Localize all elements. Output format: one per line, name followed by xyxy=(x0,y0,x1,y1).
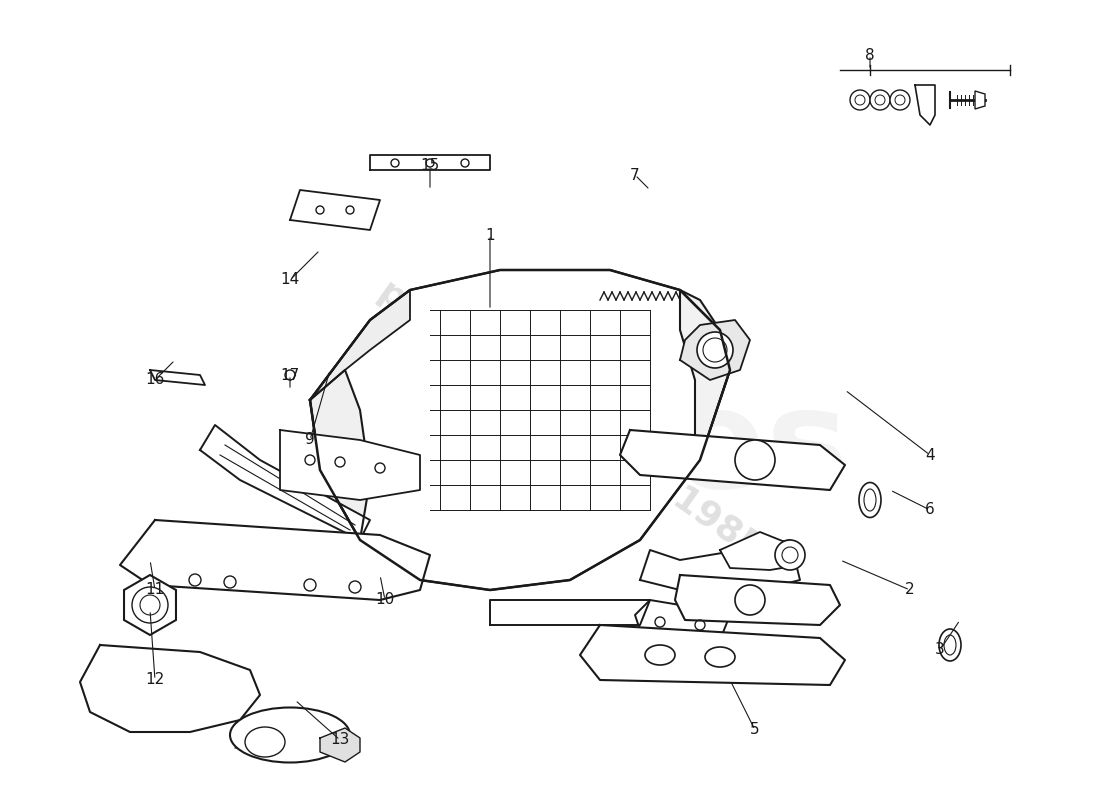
Text: 15: 15 xyxy=(420,158,440,173)
Circle shape xyxy=(285,370,295,380)
Text: 8: 8 xyxy=(866,47,874,62)
Polygon shape xyxy=(370,155,490,170)
Polygon shape xyxy=(680,290,730,470)
Polygon shape xyxy=(490,600,650,625)
Polygon shape xyxy=(120,520,430,600)
Polygon shape xyxy=(320,728,360,762)
Text: 1: 1 xyxy=(485,227,495,242)
Circle shape xyxy=(697,332,733,368)
Text: 17: 17 xyxy=(280,367,299,382)
Ellipse shape xyxy=(230,707,350,762)
Text: 10: 10 xyxy=(375,593,395,607)
Text: es: es xyxy=(672,382,848,518)
Polygon shape xyxy=(150,370,205,385)
Text: 14: 14 xyxy=(280,273,299,287)
Text: 5: 5 xyxy=(750,722,760,738)
Polygon shape xyxy=(975,91,984,109)
Circle shape xyxy=(890,90,910,110)
Polygon shape xyxy=(290,190,380,230)
Ellipse shape xyxy=(859,482,881,518)
Polygon shape xyxy=(310,290,410,400)
Polygon shape xyxy=(580,625,845,685)
Circle shape xyxy=(850,90,870,110)
Polygon shape xyxy=(200,425,370,540)
Circle shape xyxy=(870,90,890,110)
Polygon shape xyxy=(280,430,420,500)
Polygon shape xyxy=(635,600,730,645)
Text: 13: 13 xyxy=(330,733,350,747)
Text: 2: 2 xyxy=(905,582,915,598)
Text: 11: 11 xyxy=(145,582,165,598)
Polygon shape xyxy=(124,575,176,635)
Polygon shape xyxy=(310,270,730,590)
Polygon shape xyxy=(680,320,750,380)
Text: 4: 4 xyxy=(925,447,935,462)
Polygon shape xyxy=(640,540,800,600)
Polygon shape xyxy=(675,575,840,625)
Text: passion for parts 1985: passion for parts 1985 xyxy=(372,274,768,566)
Text: 7: 7 xyxy=(630,167,640,182)
Polygon shape xyxy=(80,645,260,732)
Polygon shape xyxy=(915,85,935,125)
Text: 9: 9 xyxy=(305,433,315,447)
Text: 16: 16 xyxy=(145,373,165,387)
Polygon shape xyxy=(620,430,845,490)
Text: 12: 12 xyxy=(145,673,165,687)
Circle shape xyxy=(735,440,776,480)
Polygon shape xyxy=(310,370,370,540)
Text: 6: 6 xyxy=(925,502,935,518)
Circle shape xyxy=(776,540,805,570)
Ellipse shape xyxy=(939,629,961,661)
Text: 3: 3 xyxy=(935,642,945,658)
Polygon shape xyxy=(720,532,800,570)
